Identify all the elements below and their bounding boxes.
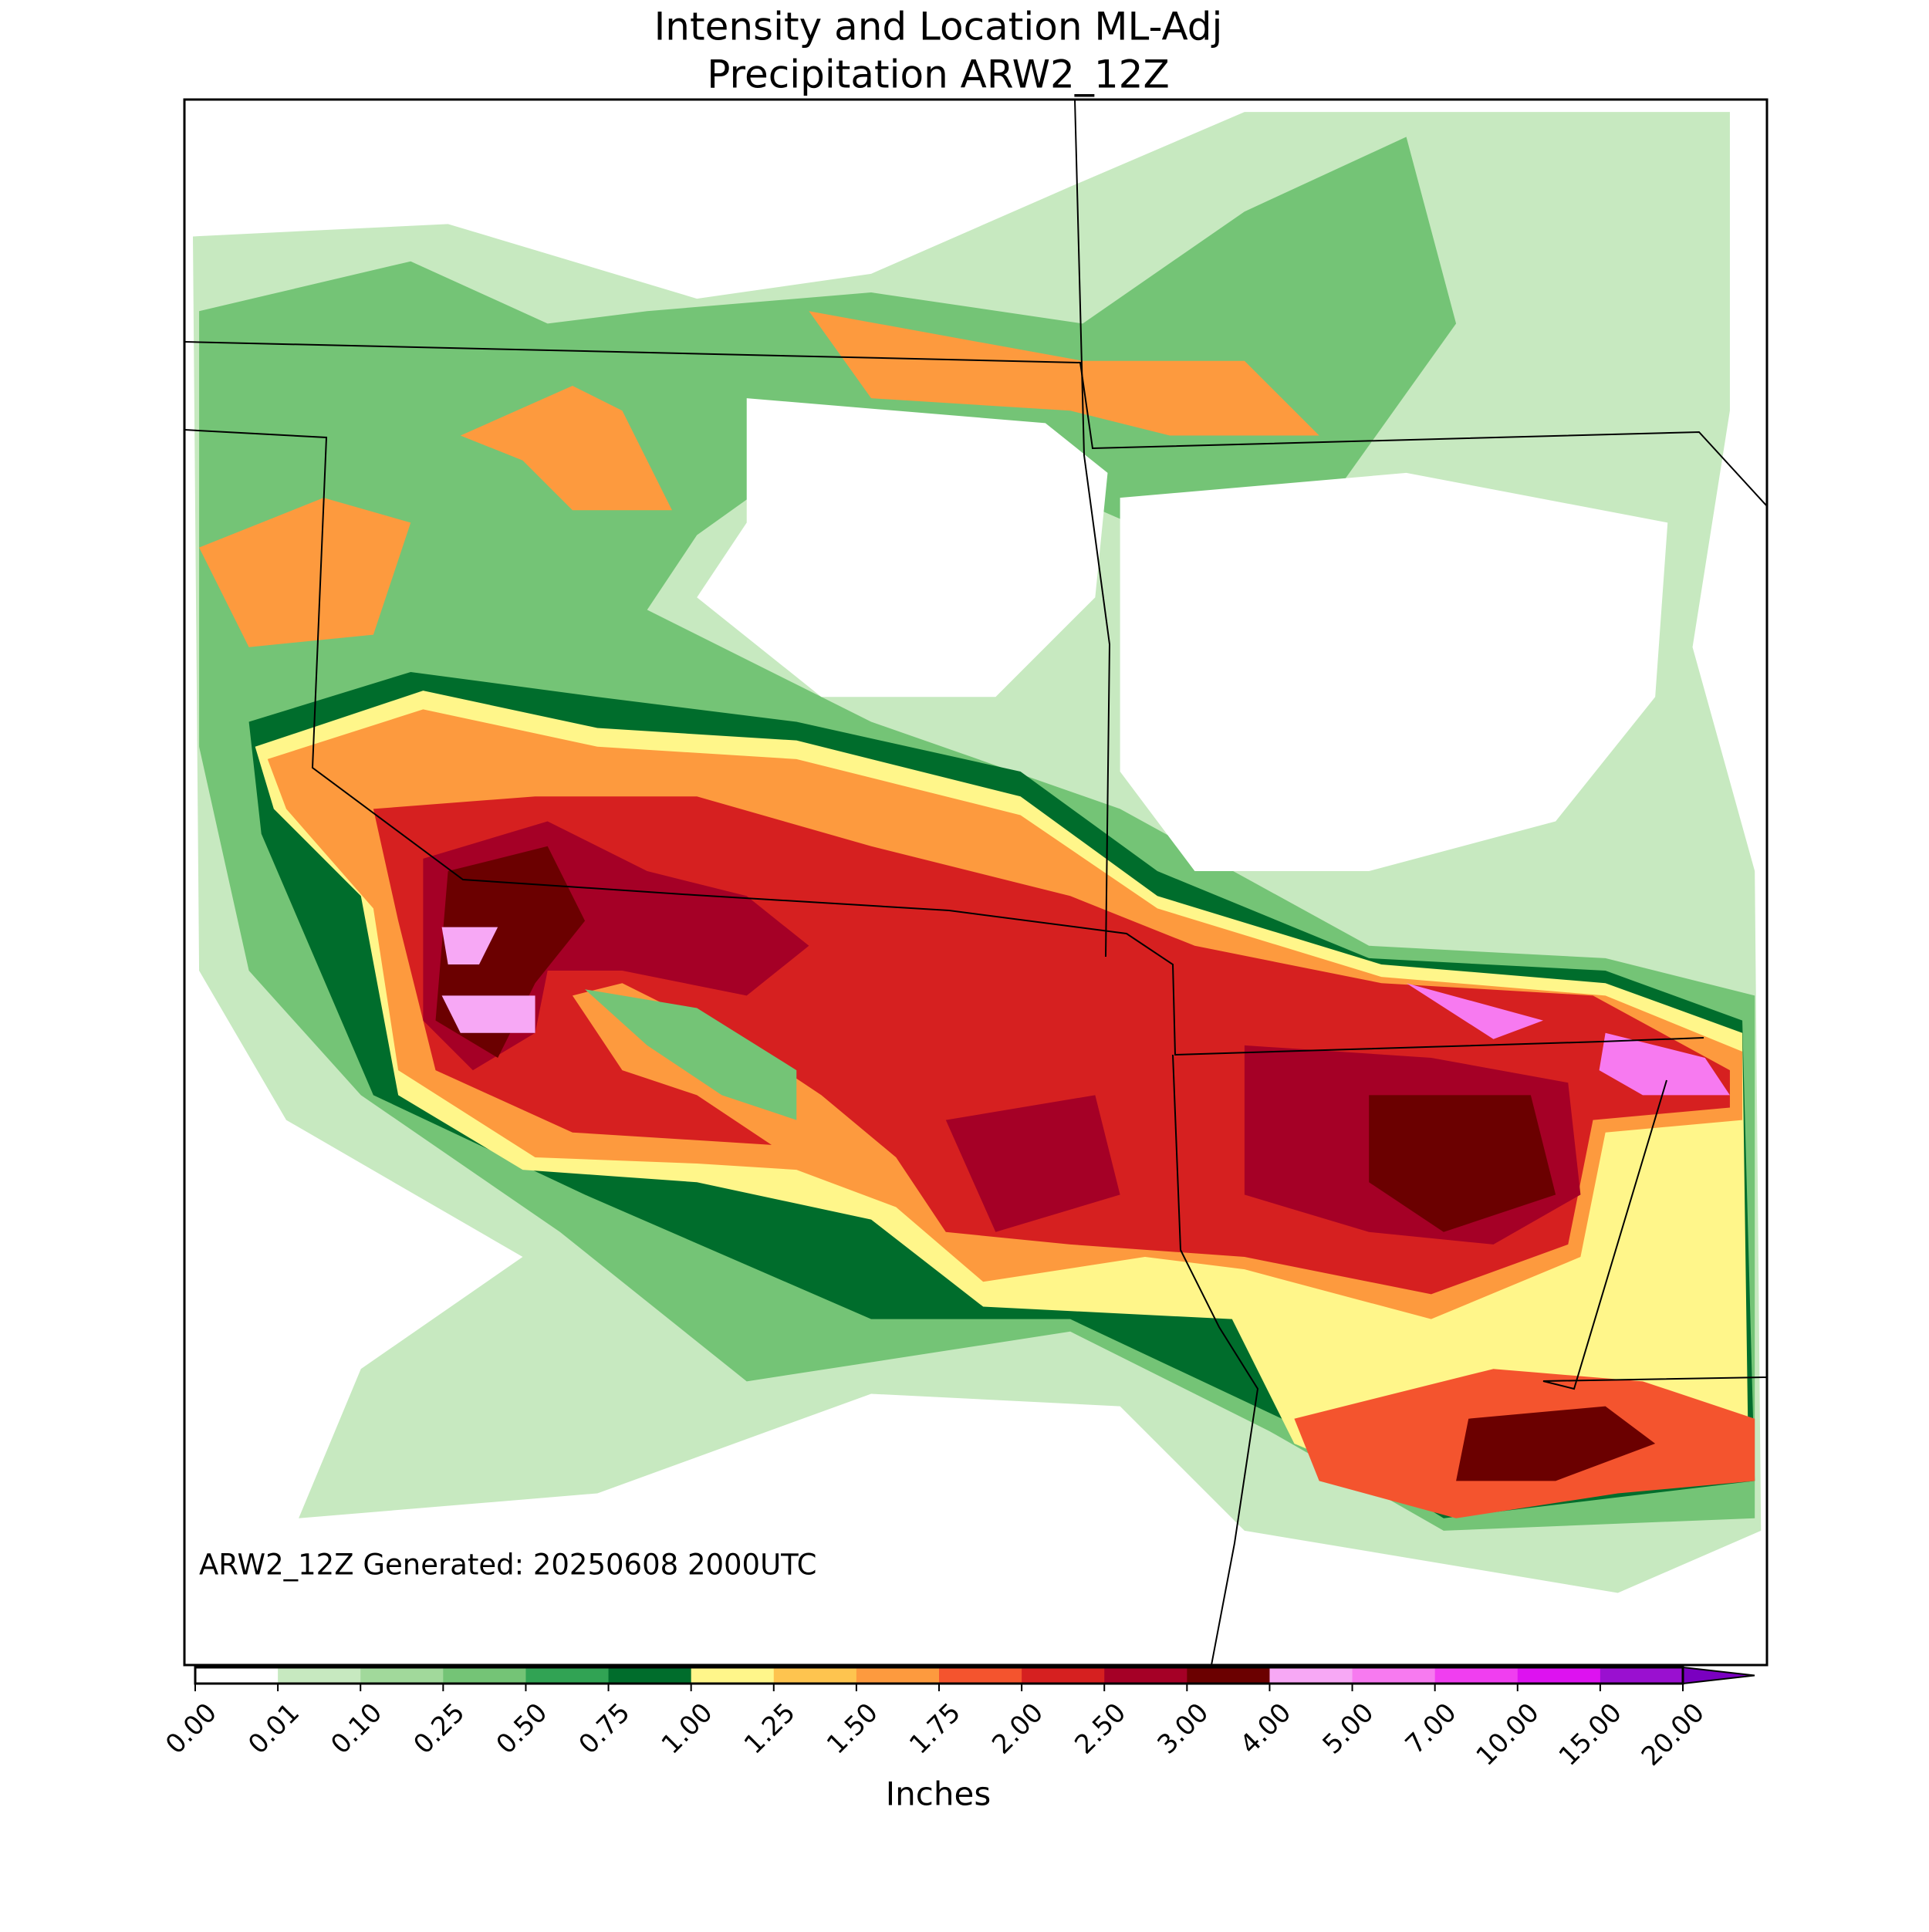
title-line: Precipitation ARW2_12Z — [707, 52, 1169, 97]
tick-label: 5.00 — [1317, 1697, 1380, 1761]
title-line: Intensity and Location ML-Adj — [654, 5, 1223, 49]
color-segment — [443, 1667, 526, 1684]
tick-label: 4.00 — [1235, 1697, 1298, 1761]
colorbar-label: Inches — [886, 1775, 991, 1813]
tick-label: 1.75 — [904, 1697, 967, 1761]
color-segment — [195, 1667, 279, 1684]
tick-label: 0.75 — [573, 1697, 637, 1761]
color-segment — [608, 1667, 692, 1684]
color-segment — [1104, 1667, 1187, 1684]
tick-label: 1.25 — [738, 1697, 802, 1761]
tick-label: 10.00 — [1471, 1697, 1546, 1772]
tick-label: 0.50 — [491, 1697, 554, 1761]
colorbar: 0.00 0.01 0.10 0.25 0.50 0.75 1.00 1.25 1.50 1.75… — [160, 1666, 1755, 1772]
color-segment — [1434, 1667, 1519, 1684]
color-segment — [1517, 1667, 1601, 1684]
tick-label: 2.50 — [1069, 1697, 1132, 1761]
tick-label: 1.00 — [656, 1697, 719, 1761]
color-segment — [939, 1667, 1022, 1684]
annotation: ARW2_12Z Generated: 20250608 2000UTC — [199, 1549, 816, 1582]
map-frame — [183, 98, 1769, 1667]
color-segment — [773, 1667, 857, 1684]
tick-label: 0.10 — [325, 1697, 388, 1761]
color-segment — [856, 1667, 940, 1684]
tick-label: 0.01 — [242, 1697, 306, 1761]
extend-arrow — [1682, 1666, 1755, 1685]
color-segment — [1187, 1667, 1270, 1684]
color-segment — [691, 1667, 775, 1684]
tick-label: 15.00 — [1553, 1697, 1628, 1772]
color-segment — [525, 1667, 610, 1684]
tick-label: 0.25 — [407, 1697, 471, 1761]
tick-label: 0.00 — [160, 1697, 223, 1761]
tick-label: 20.00 — [1636, 1697, 1711, 1772]
precip-field — [192, 112, 1762, 1593]
tick-label: 2.00 — [986, 1697, 1049, 1761]
color-segment — [360, 1667, 444, 1684]
boundaries — [184, 100, 1767, 1665]
color-segment — [1269, 1667, 1353, 1684]
color-segment — [1600, 1667, 1684, 1684]
tick-label: 1.50 — [821, 1697, 884, 1761]
color-segment — [1022, 1667, 1105, 1684]
tick-label: 3.00 — [1151, 1697, 1214, 1761]
tick-label: 7.00 — [1400, 1697, 1463, 1761]
color-segment — [1352, 1667, 1436, 1684]
color-segment — [278, 1667, 361, 1684]
